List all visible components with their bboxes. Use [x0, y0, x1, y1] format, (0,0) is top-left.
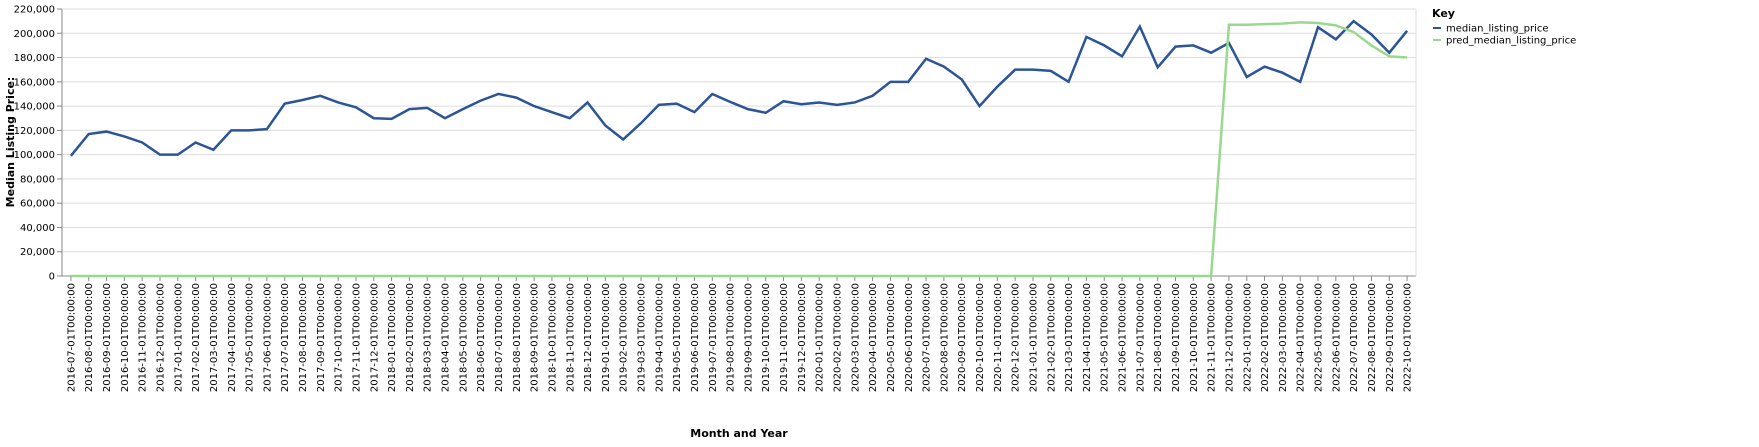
x-tick-label: 2017-05-01T00:00:00 — [245, 283, 256, 392]
x-tick-label: 2017-04-01T00:00:00 — [227, 283, 238, 392]
x-tick-label: 2021-11-01T00:00:00 — [1207, 283, 1218, 392]
x-tick-label: 2020-05-01T00:00:00 — [886, 283, 897, 392]
x-tick-label: 2022-06-01T00:00:00 — [1331, 283, 1342, 392]
x-tick-label: 2017-08-01T00:00:00 — [298, 283, 309, 392]
x-tick-label: 2018-03-01T00:00:00 — [423, 283, 434, 392]
x-tick-label: 2021-07-01T00:00:00 — [1135, 283, 1146, 392]
x-tick-label: 2017-06-01T00:00:00 — [262, 283, 273, 392]
x-tick-label: 2021-10-01T00:00:00 — [1189, 283, 1200, 392]
x-tick-label: 2018-09-01T00:00:00 — [530, 283, 541, 392]
x-tick-label: 2016-09-01T00:00:00 — [102, 283, 113, 392]
x-tick-label: 2020-07-01T00:00:00 — [922, 283, 933, 392]
legend-label: pred_median_listing_price — [1446, 36, 1576, 47]
line-series — [69, 19, 1409, 157]
x-tick-label: 2016-08-01T00:00:00 — [84, 283, 95, 392]
x-tick-label: 2016-12-01T00:00:00 — [155, 283, 166, 392]
y-tick-label: 220,000 — [14, 5, 55, 16]
x-tick-label: 2017-01-01T00:00:00 — [173, 283, 184, 392]
x-tick-label: 2018-10-01T00:00:00 — [547, 283, 558, 392]
y-tick-label: 200,000 — [14, 29, 55, 40]
x-tick-label: 2020-08-01T00:00:00 — [939, 283, 950, 392]
x-tick-label: 2019-07-01T00:00:00 — [708, 283, 719, 392]
x-tick-label: 2021-03-01T00:00:00 — [1064, 283, 1075, 392]
x-tick-label: 2021-12-01T00:00:00 — [1224, 283, 1235, 392]
x-tick-label: 2022-04-01T00:00:00 — [1296, 283, 1307, 392]
x-tick-label: 2020-01-01T00:00:00 — [815, 283, 826, 392]
y-tick-label: 140,000 — [14, 102, 55, 113]
x-tick-label: 2019-09-01T00:00:00 — [743, 283, 754, 392]
x-tick-label: 2019-02-01T00:00:00 — [619, 283, 630, 392]
x-tick-label: 2020-11-01T00:00:00 — [993, 283, 1004, 392]
x-tick-label: 2022-09-01T00:00:00 — [1385, 283, 1396, 392]
x-tick-label: 2017-10-01T00:00:00 — [334, 283, 345, 392]
x-tick-label: 2017-11-01T00:00:00 — [351, 283, 362, 392]
x-tick-label: 2019-10-01T00:00:00 — [761, 283, 772, 392]
x-tick-label: 2021-05-01T00:00:00 — [1100, 283, 1111, 392]
x-tick-label: 2020-03-01T00:00:00 — [850, 283, 861, 392]
x-tick-label: 2018-01-01T00:00:00 — [387, 283, 398, 392]
x-tick-label: 2021-06-01T00:00:00 — [1118, 283, 1129, 392]
x-tick-label: 2020-06-01T00:00:00 — [904, 283, 915, 392]
y-tick-label: 100,000 — [14, 150, 55, 161]
legend-label: median_listing_price — [1446, 24, 1549, 35]
x-tick-label: 2018-07-01T00:00:00 — [494, 283, 505, 392]
y-tick-label: 20,000 — [20, 247, 55, 258]
y-tick-label: 60,000 — [20, 199, 55, 210]
x-tick-label: 2020-04-01T00:00:00 — [868, 283, 879, 392]
x-tick-label: 2017-03-01T00:00:00 — [209, 283, 220, 392]
x-tick-label: 2021-09-01T00:00:00 — [1171, 283, 1182, 392]
x-tick-label: 2022-07-01T00:00:00 — [1349, 283, 1360, 392]
x-tick-label: 2018-05-01T00:00:00 — [458, 283, 469, 392]
x-tick-label: 2021-02-01T00:00:00 — [1046, 283, 1057, 392]
y-tick-label: 0 — [49, 272, 55, 283]
x-tick-label: 2020-12-01T00:00:00 — [1011, 283, 1022, 392]
y-axis-title: Median Listing Price: — [4, 77, 17, 208]
x-tick-label: 2021-04-01T00:00:00 — [1082, 283, 1093, 392]
x-tick-label: 2018-02-01T00:00:00 — [405, 283, 416, 392]
x-tick-label: 2018-08-01T00:00:00 — [512, 283, 523, 392]
y-tick-label: 160,000 — [14, 77, 55, 88]
x-tick-label: 2022-05-01T00:00:00 — [1314, 283, 1325, 392]
x-tick-label: 2019-03-01T00:00:00 — [637, 283, 648, 392]
x-tick-label: 2019-04-01T00:00:00 — [654, 283, 665, 392]
x-tick-label: 2022-02-01T00:00:00 — [1260, 283, 1271, 392]
y-tick-label: 120,000 — [14, 126, 55, 137]
x-tick-label: 2018-11-01T00:00:00 — [565, 283, 576, 392]
x-tick-label: 2018-06-01T00:00:00 — [476, 283, 487, 392]
x-tick-label: 2016-11-01T00:00:00 — [138, 283, 149, 392]
x-tick-label: 2017-09-01T00:00:00 — [316, 283, 327, 392]
x-tick-label: 2022-10-01T00:00:00 — [1403, 283, 1414, 392]
x-tick-label: 2018-04-01T00:00:00 — [441, 283, 452, 392]
y-tick-label: 40,000 — [20, 223, 55, 234]
x-tick-label: 2022-01-01T00:00:00 — [1242, 283, 1253, 392]
x-tick-label: 2016-10-01T00:00:00 — [120, 283, 131, 392]
x-tick-label: 2017-02-01T00:00:00 — [191, 283, 202, 392]
x-tick-label: 2020-02-01T00:00:00 — [832, 283, 843, 392]
x-tick-label: 2017-12-01T00:00:00 — [369, 283, 380, 392]
x-tick-label: 2020-09-01T00:00:00 — [957, 283, 968, 392]
x-tick-label: 2019-05-01T00:00:00 — [672, 283, 683, 392]
x-tick-label: 2019-12-01T00:00:00 — [797, 283, 808, 392]
x-tick-label: 2018-12-01T00:00:00 — [583, 283, 594, 392]
x-tick-label: 2019-01-01T00:00:00 — [601, 283, 612, 392]
x-axis-title: Month and Year — [690, 427, 788, 440]
x-tick-label: 2022-03-01T00:00:00 — [1278, 283, 1289, 392]
y-tick-label: 80,000 — [20, 174, 55, 185]
x-tick-label: 2019-06-01T00:00:00 — [690, 283, 701, 392]
x-tick-label: 2022-08-01T00:00:00 — [1367, 283, 1378, 392]
x-tick-label: 2019-08-01T00:00:00 — [726, 283, 737, 392]
y-tick-label: 180,000 — [14, 53, 55, 64]
x-tick-label: 2017-07-01T00:00:00 — [280, 283, 291, 392]
x-tick-label: 2021-08-01T00:00:00 — [1153, 283, 1164, 392]
x-tick-label: 2020-10-01T00:00:00 — [975, 283, 986, 392]
x-tick-label: 2016-07-01T00:00:00 — [66, 283, 77, 392]
line-series — [70, 21, 1408, 278]
legend-title: Key — [1432, 7, 1455, 20]
x-tick-label: 2019-11-01T00:00:00 — [779, 283, 790, 392]
x-tick-label: 2021-01-01T00:00:00 — [1028, 283, 1039, 392]
